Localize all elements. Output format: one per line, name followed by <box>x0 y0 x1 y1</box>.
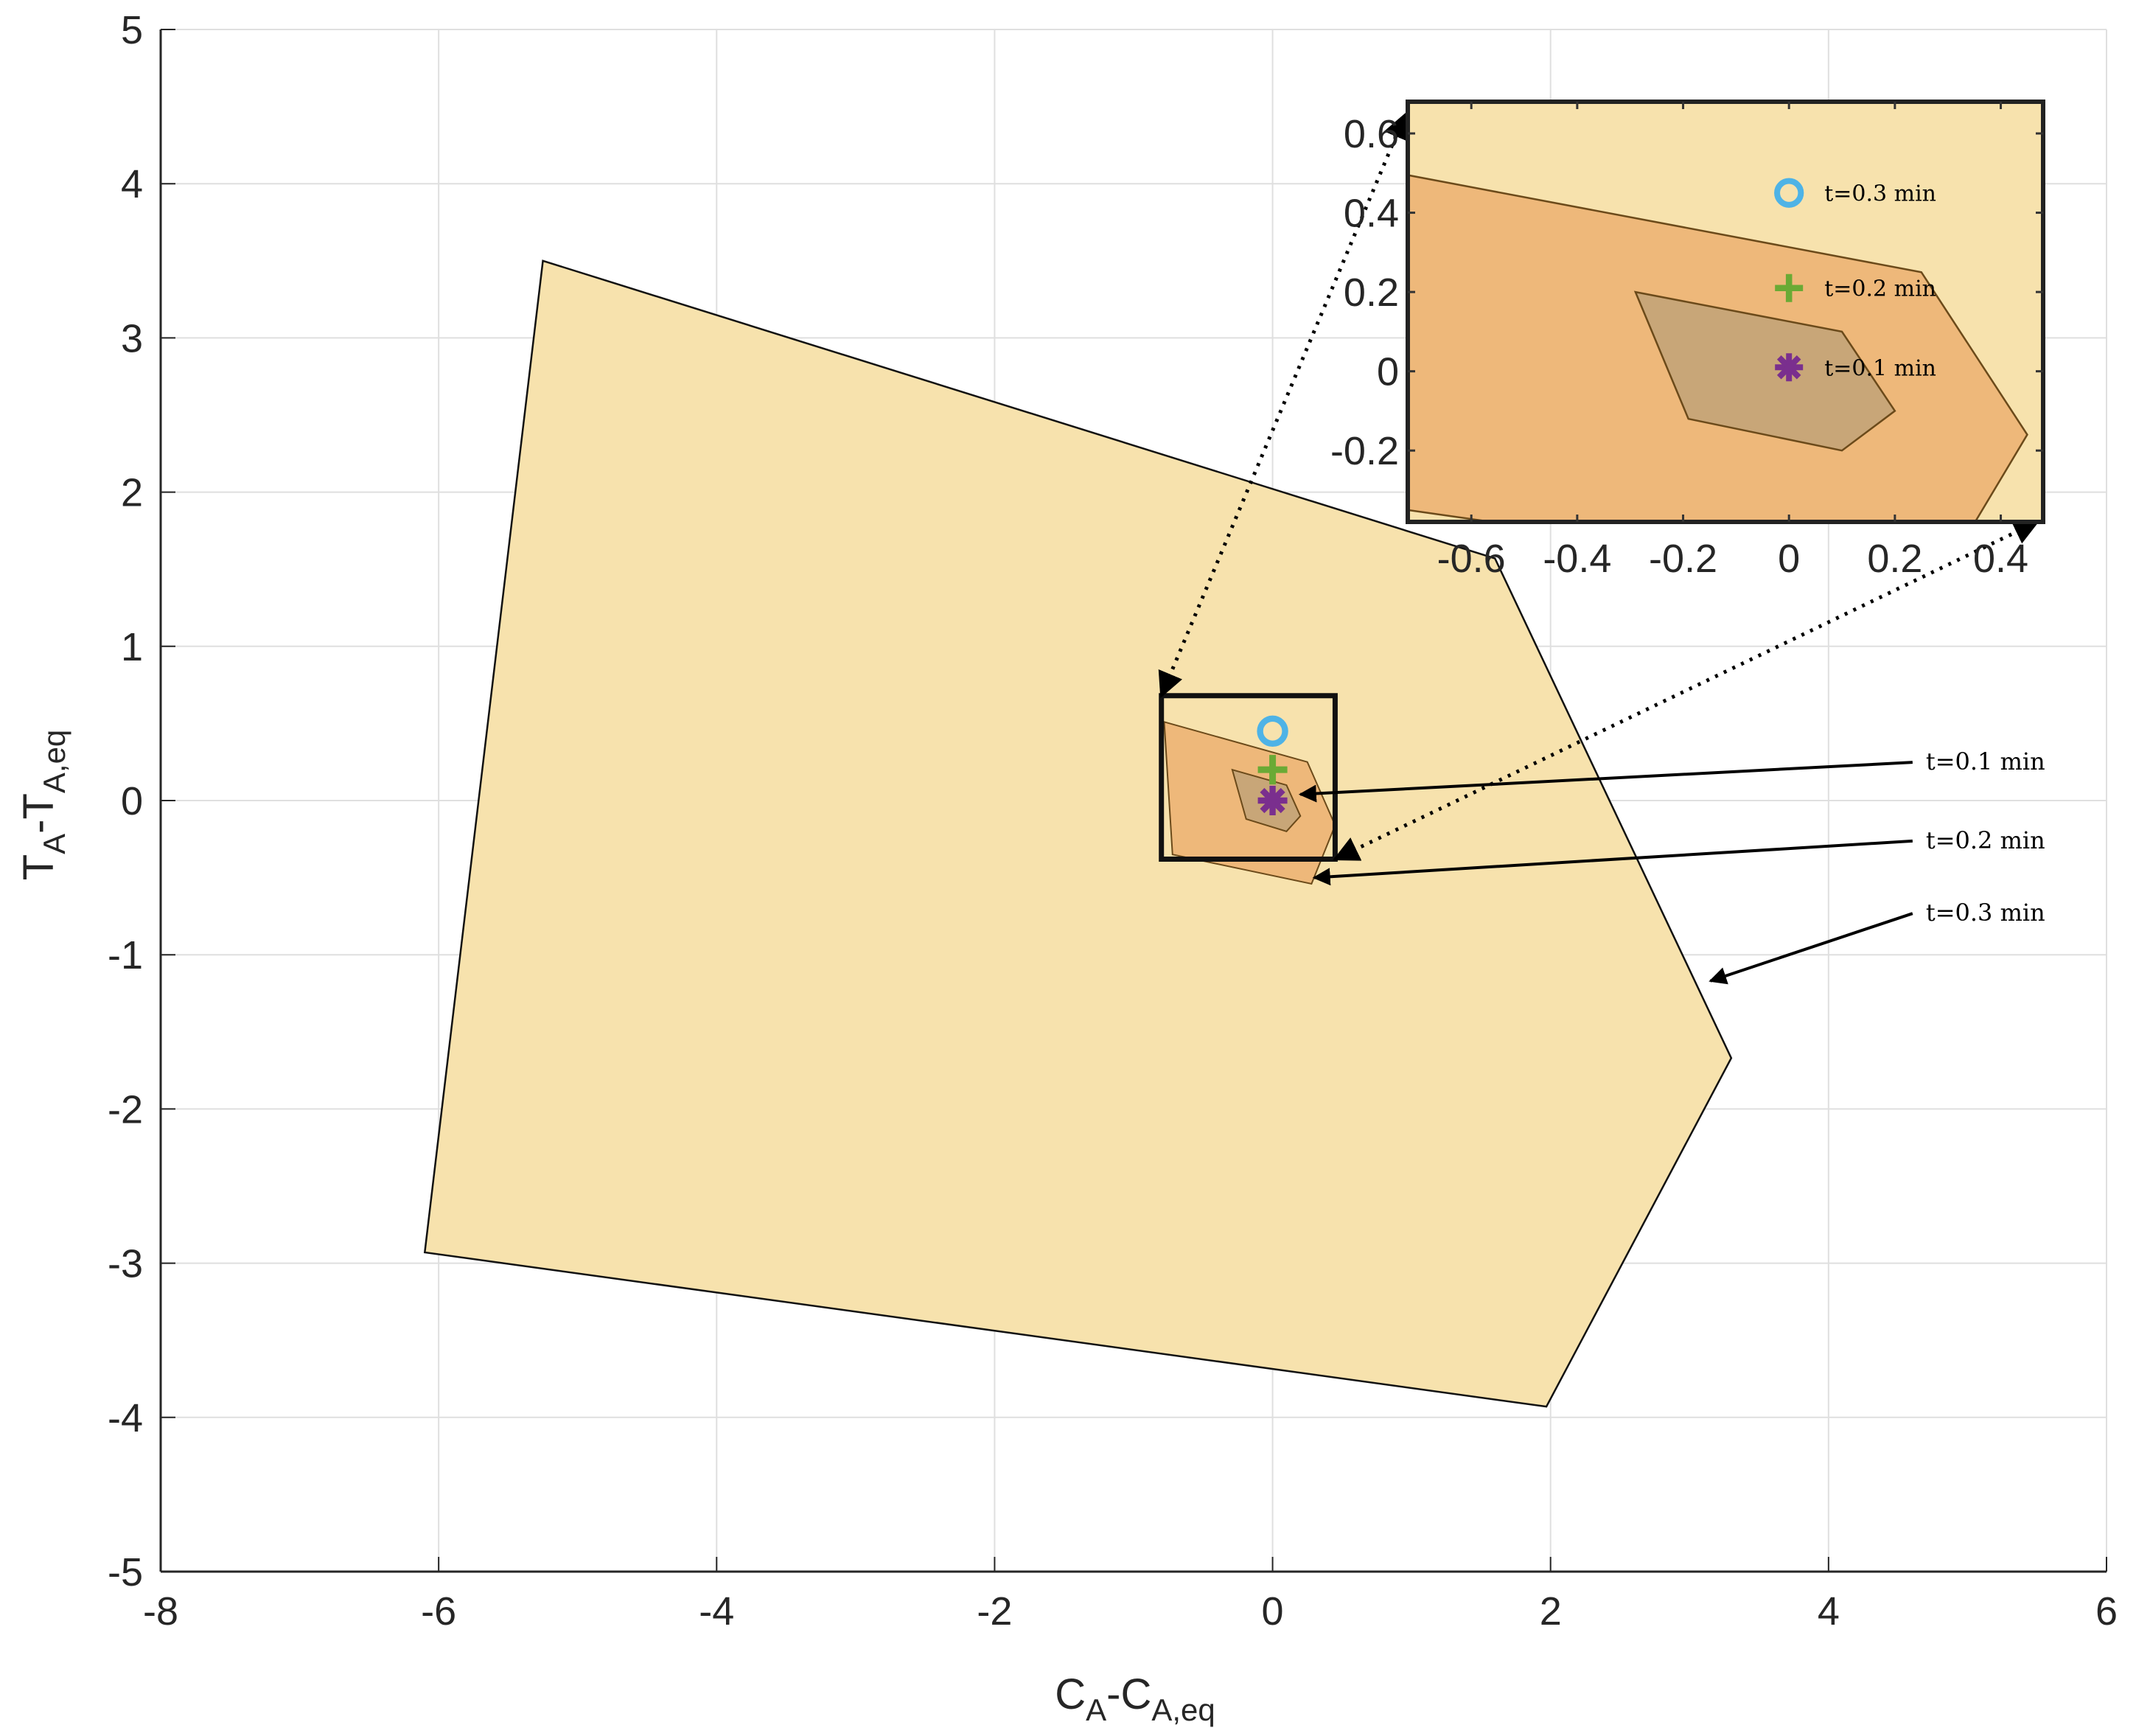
inset-x-tick-label: 0.2 <box>1867 537 1922 581</box>
inset-legend-label: t=0.1 min <box>1824 355 1936 381</box>
annotation-label: t=0.1 min <box>1926 747 2045 775</box>
x-tick-label: -8 <box>143 1589 178 1634</box>
inset-y-tick-label: 0.2 <box>1344 271 1399 315</box>
inset-x-tick-label: 0.4 <box>1973 537 2028 581</box>
star-marker-arm <box>1260 787 1285 814</box>
x-tick-label: 0 <box>1262 1589 1284 1634</box>
inset-legend-label: t=0.3 min <box>1824 181 1936 207</box>
plus-marker <box>1257 755 1288 785</box>
y-tick-label: 2 <box>121 471 143 515</box>
star-marker <box>1257 786 1288 815</box>
y-tick-label: -2 <box>108 1087 143 1132</box>
axes-frame: -8 -6 -4 -2 0 2 4 6 -5 -4 -3 -2 -1 0 1 2 3 4 5 <box>108 8 2118 1634</box>
inset-circle-marker-shape <box>1774 178 1804 208</box>
annotation-arrow <box>1312 839 1913 886</box>
annotation-arrow <box>1709 912 1913 985</box>
x-tick-label: -4 <box>699 1589 734 1634</box>
y-tick-label: -4 <box>108 1396 143 1440</box>
x-tick-label: 2 <box>1540 1589 1562 1634</box>
circle-marker <box>1257 715 1288 747</box>
inset-x-tick-label: -0.4 <box>1543 537 1611 581</box>
point-markers <box>1257 715 1288 815</box>
y-tick-label: 3 <box>121 316 143 360</box>
y-tick-label: -1 <box>108 933 143 977</box>
annotations: t=0.1 min t=0.2 min t=0.3 min <box>1298 747 2045 985</box>
inset-x-tick-label: 0 <box>1778 537 1800 581</box>
y-tick-label: 0 <box>121 779 143 823</box>
y-tick-label: 5 <box>121 8 143 52</box>
annotation-arrow <box>1298 761 1913 803</box>
y-tick-label: 4 <box>121 162 143 206</box>
annotation-label: t=0.3 min <box>1926 899 2045 927</box>
x-tick-label: -6 <box>421 1589 456 1634</box>
annotation-label: t=0.2 min <box>1926 826 2045 854</box>
inset-x-tick-label: -0.2 <box>1649 537 1717 581</box>
inset-axes: -0.6 -0.4 -0.2 0 0.2 0.4 0.6 0.4 0.2 0 -0.2 t=0.3 m… <box>1330 100 2045 581</box>
inset-y-tick-label: 0.6 <box>1344 112 1399 156</box>
x-tick-label: -2 <box>977 1589 1012 1634</box>
circle-marker-shape <box>1257 715 1288 747</box>
inset-star-marker <box>1775 353 1804 382</box>
inset-star-marker-arm <box>1776 355 1801 380</box>
inset-y-tick-label: -0.2 <box>1330 429 1399 473</box>
inset-plot <box>1408 174 2028 522</box>
y-tick-label: -5 <box>108 1550 143 1594</box>
inset-plus-marker <box>1775 273 1804 302</box>
x-tick-label: 6 <box>2095 1589 2118 1634</box>
inset-circle-marker <box>1774 178 1804 208</box>
y-tick-label: 1 <box>121 625 143 669</box>
x-tick-label: 4 <box>1818 1589 1840 1634</box>
inset-frame <box>1406 100 2045 524</box>
inset-legend-label: t=0.2 min <box>1824 276 1936 302</box>
inset-y-tick-label: 0.4 <box>1344 192 1399 236</box>
y-axis-label: TA-TA,eq <box>15 730 71 881</box>
inset-y-tick-label: 0 <box>1377 350 1399 394</box>
x-axis-label: CA-CA,eq <box>1055 1670 1215 1727</box>
y-tick-label: -3 <box>108 1242 143 1286</box>
inset-region-polygon-3 <box>1633 290 1896 452</box>
inset-x-tick-label: -0.6 <box>1437 537 1506 581</box>
